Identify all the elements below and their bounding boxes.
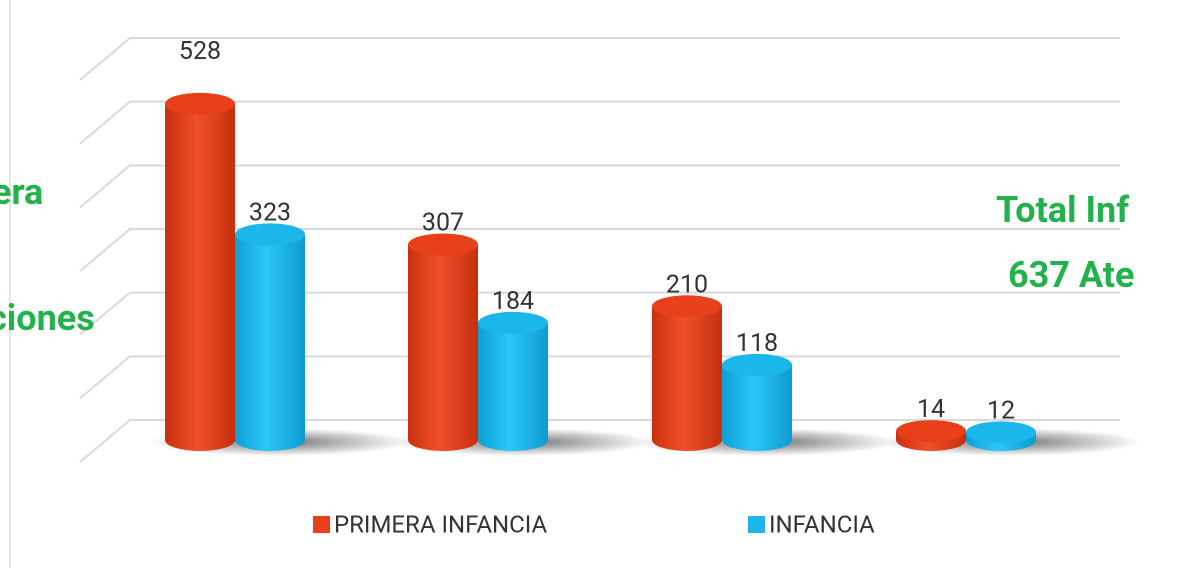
value-label: 528 bbox=[179, 37, 221, 66]
bar-top bbox=[722, 353, 792, 376]
bar bbox=[896, 420, 966, 451]
annotation: era bbox=[0, 171, 43, 213]
legend-label: PRIMERA INFANCIA bbox=[334, 510, 548, 538]
bar-top bbox=[652, 295, 722, 318]
bar-top bbox=[896, 420, 966, 443]
bar-body bbox=[408, 244, 478, 451]
annotation: 637 Ate bbox=[1008, 254, 1134, 296]
bar bbox=[165, 92, 235, 451]
bar-top bbox=[408, 233, 478, 256]
grid-line bbox=[79, 355, 1120, 400]
grid-line bbox=[79, 164, 1120, 209]
value-label: 210 bbox=[666, 270, 708, 299]
bar-body bbox=[165, 103, 235, 451]
legend-swatch bbox=[748, 516, 765, 533]
grid-line bbox=[79, 100, 1120, 145]
bars: 528 323 307 184 210 118 14 12 bbox=[150, 37, 1141, 456]
grid-line bbox=[79, 37, 1120, 81]
value-label: 12 bbox=[987, 396, 1015, 425]
value-label: 14 bbox=[917, 395, 945, 424]
bar bbox=[966, 421, 1036, 451]
grid-line bbox=[79, 291, 1120, 336]
bar-body bbox=[478, 322, 548, 451]
annotation: Total Inf bbox=[996, 189, 1129, 231]
bar-top bbox=[478, 311, 548, 334]
bar bbox=[652, 295, 722, 451]
bar-top bbox=[165, 92, 235, 115]
bar-body bbox=[235, 234, 305, 451]
bar bbox=[478, 311, 548, 451]
grid bbox=[79, 37, 1120, 463]
bar-top bbox=[966, 421, 1036, 444]
legend: PRIMERA INFANCIA INFANCIA bbox=[313, 510, 875, 538]
bar-top bbox=[235, 223, 305, 246]
bar-body bbox=[652, 306, 722, 451]
bar bbox=[722, 353, 792, 451]
value-label: 323 bbox=[249, 198, 291, 227]
legend-label: INFANCIA bbox=[769, 510, 875, 538]
value-label: 307 bbox=[422, 209, 464, 238]
value-label: 118 bbox=[736, 329, 778, 358]
bar bbox=[408, 233, 478, 451]
annotation: ciones bbox=[0, 297, 95, 339]
bar-body bbox=[722, 364, 792, 451]
grid-line bbox=[79, 228, 1120, 272]
bar bbox=[235, 223, 305, 451]
value-label: 184 bbox=[492, 287, 534, 316]
legend-swatch bbox=[313, 516, 330, 533]
